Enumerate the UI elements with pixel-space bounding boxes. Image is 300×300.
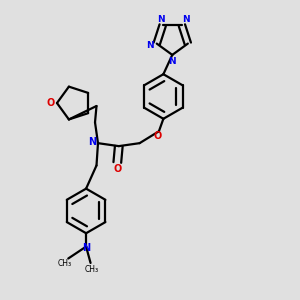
Text: CH₃: CH₃ (85, 265, 99, 274)
Text: N: N (157, 15, 164, 24)
Text: O: O (153, 131, 162, 141)
Text: N: N (88, 137, 97, 147)
Text: CH₃: CH₃ (58, 259, 72, 268)
Text: N: N (146, 41, 154, 50)
Text: N: N (82, 243, 90, 254)
Text: O: O (113, 164, 122, 174)
Text: O: O (46, 98, 55, 108)
Text: N: N (169, 57, 176, 66)
Text: N: N (182, 15, 190, 24)
